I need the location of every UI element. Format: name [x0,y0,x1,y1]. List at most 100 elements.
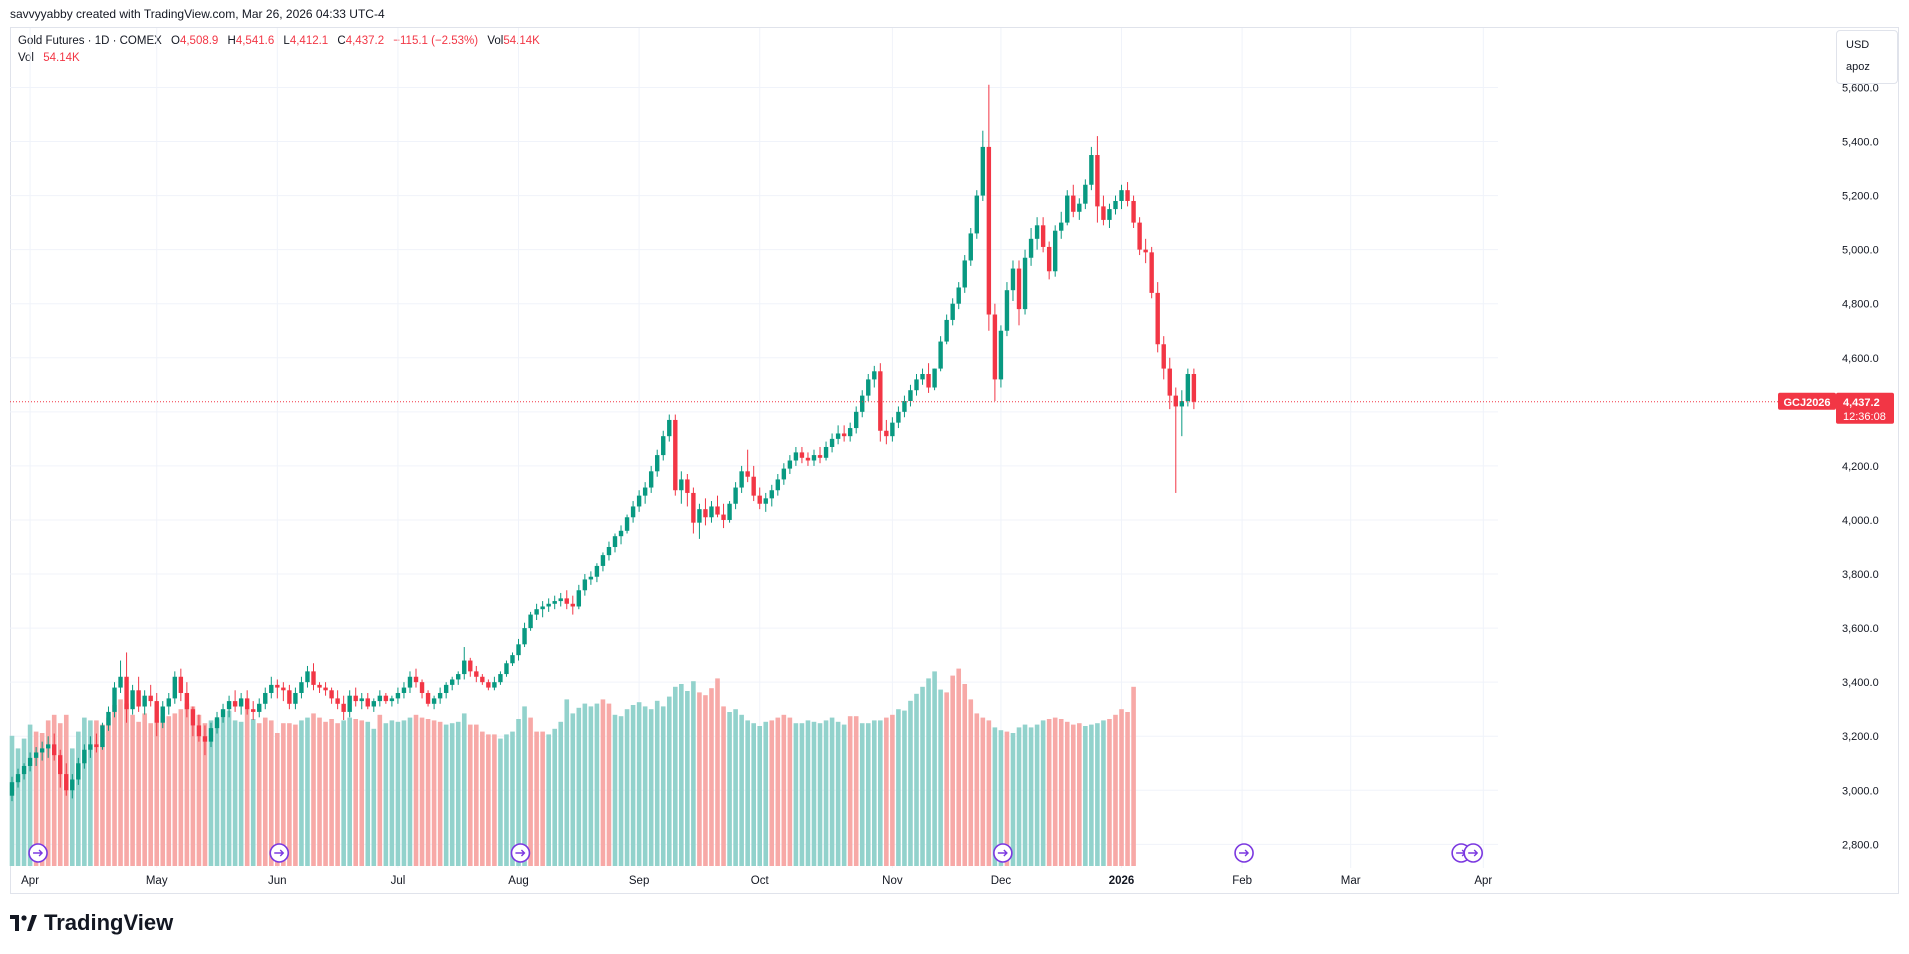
candle-body[interactable] [202,736,208,742]
candle-body[interactable] [781,468,787,480]
candle-body[interactable] [642,487,648,496]
candle-body[interactable] [624,517,630,531]
candle-body[interactable] [763,498,768,504]
candle-body[interactable] [558,598,563,602]
candle-body[interactable] [124,676,129,710]
candle-body[interactable] [998,330,1004,380]
candle-body[interactable] [1089,155,1094,185]
candle-body[interactable] [938,341,943,369]
candle-body[interactable] [914,379,919,391]
candle-body[interactable] [365,698,370,707]
candle-body[interactable] [1046,246,1052,272]
candle-body[interactable] [462,660,467,675]
candle-body[interactable] [359,698,364,702]
candle-body[interactable] [847,428,853,437]
candle-body[interactable] [1077,203,1082,212]
candle-body[interactable] [1071,195,1076,212]
candle-body[interactable] [799,452,805,458]
candle-body[interactable] [1155,292,1160,345]
candle-body[interactable] [33,752,39,758]
candle-body[interactable] [612,536,618,548]
candle-body[interactable] [1052,230,1058,272]
candle-body[interactable] [196,725,202,737]
candle-body[interactable] [1034,225,1040,239]
candle-body[interactable] [854,411,859,429]
candle-body[interactable] [486,682,491,688]
candle-body[interactable] [896,411,901,423]
scale-mode-label[interactable]: apoz [1846,61,1870,73]
candle-body[interactable] [257,703,262,712]
candle-body[interactable] [184,692,190,710]
candle-body[interactable] [950,303,955,320]
candle-body[interactable] [498,674,503,683]
candle-body[interactable] [1191,373,1197,402]
candle-body[interactable] [27,757,33,766]
candle-body[interactable] [52,744,57,756]
candle-body[interactable] [419,682,425,693]
candle-body[interactable] [299,682,304,693]
candle-body[interactable] [160,706,165,723]
candle-body[interactable] [1016,268,1022,310]
candle-body[interactable] [1107,209,1112,220]
candle-body[interactable] [1119,190,1124,201]
candle-body[interactable] [1143,249,1148,253]
candle-body[interactable] [1004,290,1010,331]
candle-body[interactable] [932,368,937,388]
candle-body[interactable] [528,614,533,629]
candle-body[interactable] [154,701,159,723]
candle-body[interactable] [100,725,105,748]
candle-body[interactable] [58,755,63,775]
candle-body[interactable] [263,692,268,704]
candle-body[interactable] [908,390,913,402]
candle-body[interactable] [835,433,841,439]
candle-body[interactable] [860,395,865,412]
candle-body[interactable] [413,676,419,683]
candle-body[interactable] [648,471,654,488]
candle-body[interactable] [655,455,660,472]
candle-body[interactable] [751,476,756,496]
candle-body[interactable] [630,506,636,518]
candle-body[interactable] [353,695,358,702]
candle-body[interactable] [474,671,479,677]
candle-body[interactable] [715,506,720,515]
candle-body[interactable] [721,514,726,520]
candle-body[interactable] [510,655,515,664]
candle-body[interactable] [1040,225,1046,247]
candle-body[interactable] [456,674,461,680]
candle-body[interactable] [1131,200,1136,223]
candle-body[interactable] [323,687,328,691]
candle-body[interactable] [920,373,925,380]
candle-body[interactable] [504,663,509,675]
candle-body[interactable] [287,690,292,704]
candle-body[interactable] [220,709,226,718]
candle-body[interactable] [811,455,817,461]
candle-body[interactable] [45,744,51,749]
candle-body[interactable] [341,703,346,712]
candle-body[interactable] [178,676,184,693]
candle-body[interactable] [70,779,75,791]
candle-body[interactable] [1149,252,1154,293]
candle-body[interactable] [148,695,153,702]
candle-body[interactable] [335,698,340,704]
candle-body[interactable] [588,576,594,580]
candle-body[interactable] [884,430,889,437]
candle-body[interactable] [480,676,485,683]
candle-body[interactable] [443,684,449,693]
candle-body[interactable] [281,687,286,691]
candle-body[interactable] [112,687,117,712]
candle-body[interactable] [866,379,871,396]
candle-body[interactable] [1059,222,1064,231]
candle-body[interactable] [793,452,799,461]
candle-body[interactable] [697,509,702,523]
candle-body[interactable] [251,709,256,712]
candle-body[interactable] [238,698,244,707]
candle-body[interactable] [64,774,69,791]
candle-body[interactable] [986,146,992,315]
candle-body[interactable] [407,676,413,688]
candle-body[interactable] [582,579,588,591]
candle-body[interactable] [172,676,178,699]
candle-body[interactable] [1022,257,1028,310]
candle-body[interactable] [1113,200,1118,210]
candle-body[interactable] [269,684,274,693]
candle-body[interactable] [82,749,87,764]
